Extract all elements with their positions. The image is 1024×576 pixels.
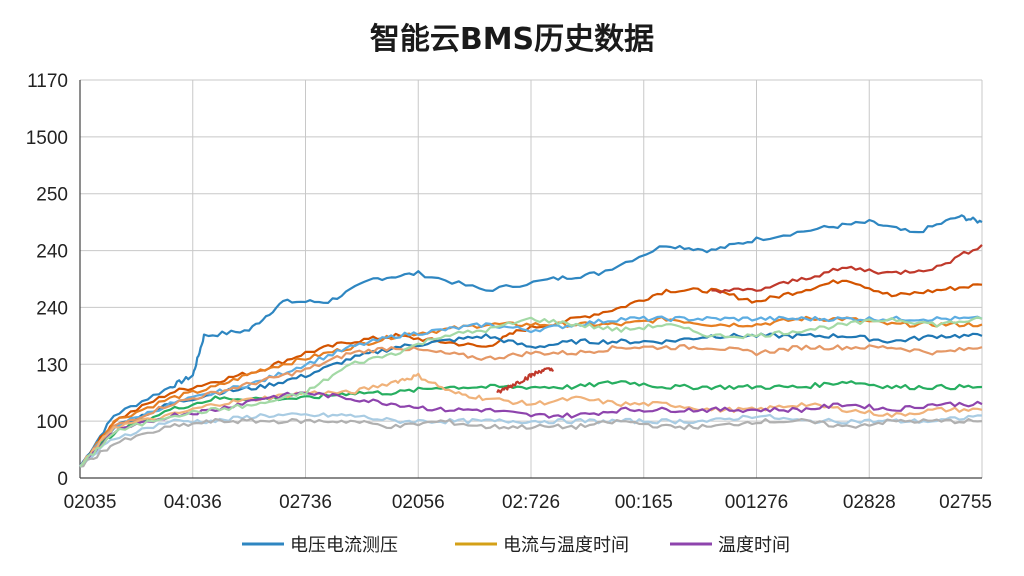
- series-line: [79, 214, 983, 468]
- series-line: [79, 315, 983, 468]
- y-tick-label: 240: [36, 298, 68, 319]
- series-line: [496, 367, 555, 394]
- series-line: [79, 279, 983, 468]
- x-tick-label: 02736: [279, 492, 332, 513]
- y-tick-label: 130: [36, 355, 68, 376]
- x-tick-label: 02:726: [502, 492, 560, 513]
- series-line: [79, 417, 983, 468]
- series-line: [711, 244, 983, 294]
- chart-title: 智能云BMS历史数据: [369, 22, 655, 57]
- y-tick-label: 250: [36, 185, 68, 206]
- y-tick-label: 0: [57, 469, 68, 490]
- y-tick-label: 1170: [27, 71, 68, 92]
- x-tick-label: 02828: [843, 492, 896, 513]
- legend-label: 电压电流测压: [290, 535, 398, 556]
- y-tick-label: 1500: [26, 128, 68, 149]
- x-tick-label: 02056: [392, 492, 445, 513]
- legend-label: 电流与温度时间: [503, 535, 629, 556]
- series-line: [79, 344, 983, 468]
- series-line: [79, 412, 983, 468]
- legend-label: 温度时间: [718, 535, 790, 556]
- series-line: [79, 372, 983, 468]
- x-tick-label: 02755: [939, 492, 992, 513]
- series-line: [79, 380, 983, 468]
- series-line: [79, 316, 983, 468]
- y-tick-label: 100: [36, 412, 68, 433]
- x-tick-label: 00:165: [615, 492, 673, 513]
- y-tick-label: 240: [36, 242, 68, 263]
- x-tick-label: 001276: [725, 492, 788, 513]
- x-tick-label: 02035: [64, 492, 117, 513]
- x-tick-label: 04:036: [164, 492, 222, 513]
